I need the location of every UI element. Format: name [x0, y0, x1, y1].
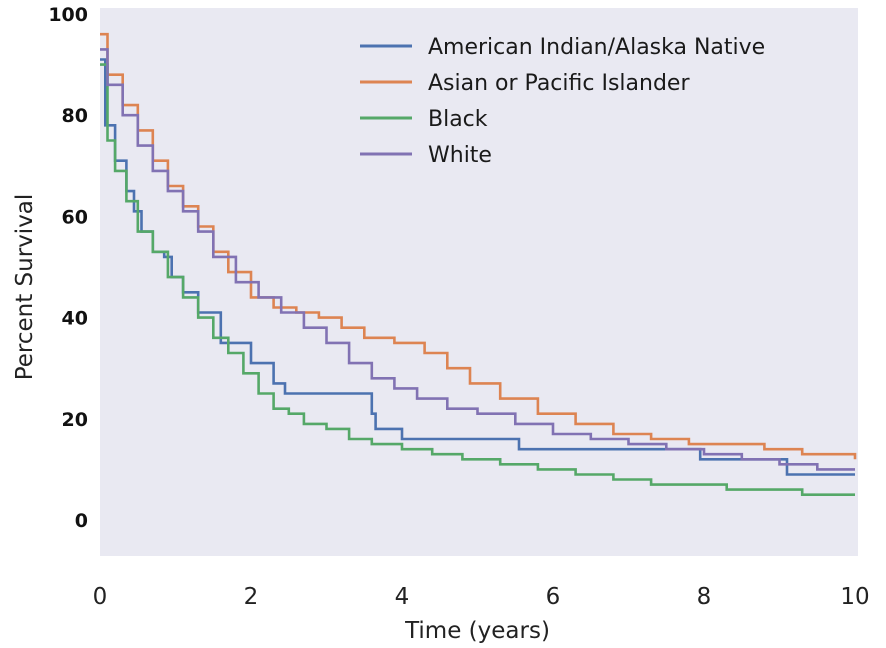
y-tick-labels: 0 20 40 60 80 100: [48, 4, 88, 532]
legend-label-1: Asian or Pacific Islander: [428, 71, 690, 96]
y-axis-label: Percent Survival: [12, 194, 38, 381]
y-tick-label: 40: [62, 308, 88, 330]
x-tick-label: 6: [546, 584, 561, 610]
series-line-2: [100, 63, 855, 496]
legend-label-0: American Indian/Alaska Native: [428, 35, 765, 60]
legend-label-2: Black: [428, 107, 488, 132]
x-tick-labels: 0 2 4 6 8 10: [93, 584, 870, 610]
y-tick-label: 100: [48, 4, 88, 26]
plot-background: [100, 8, 858, 556]
x-tick-label: 8: [697, 584, 712, 610]
y-tick-label: 20: [62, 409, 88, 431]
y-tick-label: 60: [62, 206, 88, 228]
x-axis-label: Time (years): [404, 618, 550, 644]
series-line-3: [100, 48, 855, 471]
legend: American Indian/Alaska Native Asian or Pa…: [360, 35, 765, 168]
x-tick-label: 0: [93, 584, 108, 610]
series-layer: [100, 32, 857, 496]
x-tick-label: 4: [395, 584, 410, 610]
x-tick-label: 10: [840, 584, 869, 610]
y-tick-label: 0: [75, 510, 88, 532]
legend-label-3: White: [428, 143, 492, 168]
x-tick-label: 2: [244, 584, 259, 610]
y-tick-label: 80: [62, 105, 88, 127]
